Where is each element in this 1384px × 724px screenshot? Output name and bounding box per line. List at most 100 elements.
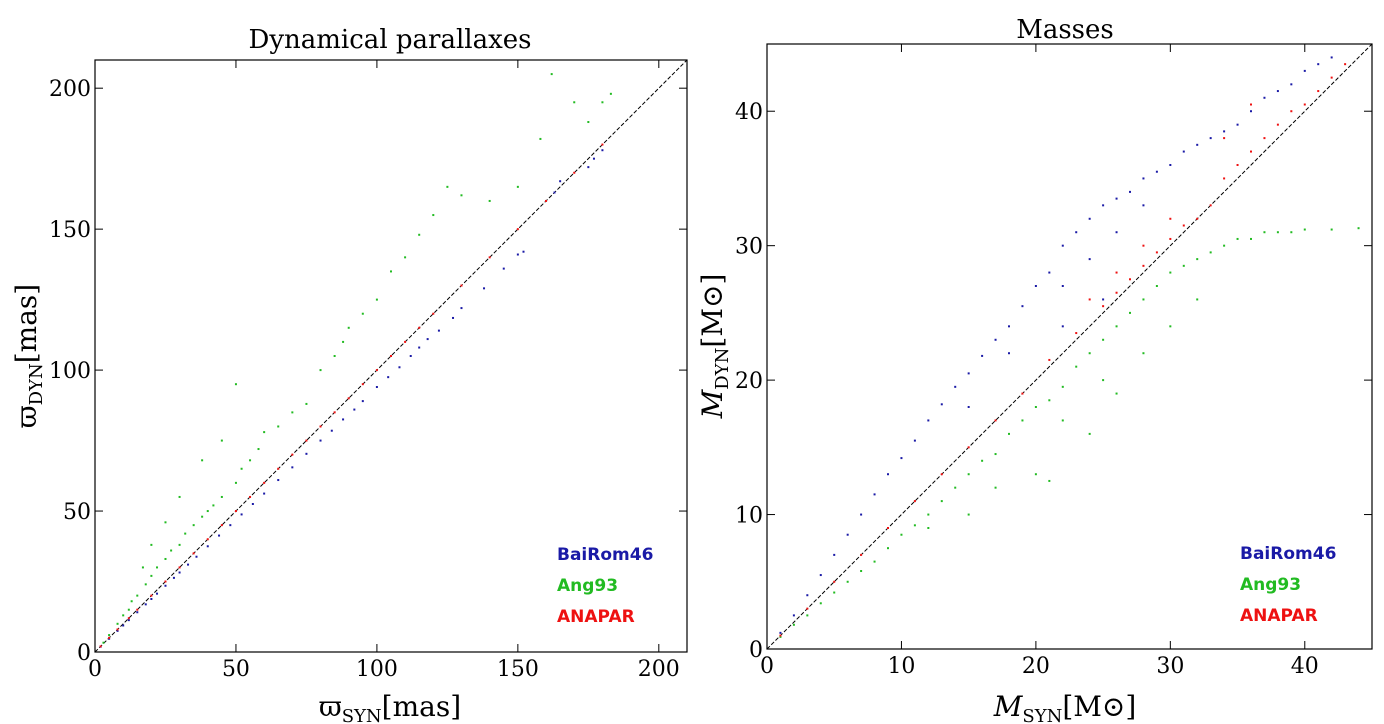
point-ang93 [994, 453, 997, 456]
point-anapar [1142, 264, 1145, 267]
point-ang93 [170, 549, 173, 552]
point-bairom46 [116, 629, 119, 632]
point-anapar [779, 634, 782, 637]
point-bairom46 [460, 307, 463, 310]
point-ang93 [136, 594, 139, 597]
point-bairom46 [1290, 83, 1293, 86]
point-ang93 [833, 591, 836, 594]
point-bairom46 [522, 250, 525, 253]
point-bairom46 [1008, 352, 1010, 355]
point-ang93 [150, 574, 153, 577]
y-axis-symbol: M [696, 388, 729, 419]
point-bairom46 [218, 534, 221, 537]
point-bairom46 [587, 166, 590, 169]
legend: BaiRom46 Ang93 ANAPAR [1240, 544, 1336, 626]
point-ang93 [277, 425, 280, 428]
point-ang93 [141, 566, 144, 569]
point-ang93 [375, 298, 378, 301]
point-bairom46 [1209, 137, 1212, 140]
point-ang93 [488, 199, 491, 202]
point-anapar [249, 495, 252, 498]
point-ang93 [792, 623, 795, 626]
point-bairom46 [1075, 231, 1078, 234]
point-bairom46 [1142, 204, 1145, 207]
point-bairom46 [144, 603, 147, 606]
point-bairom46 [927, 419, 930, 422]
point-anapar [220, 524, 223, 527]
panel-dynamical-parallaxes: Dynamical parallaxes 0 50 100 150 200 0 50 100… [10, 25, 688, 724]
x-tick-label: 10 [887, 654, 915, 679]
plot-frame [94, 59, 688, 653]
point-anapar [1317, 90, 1320, 93]
point-bairom46 [187, 563, 190, 566]
point-anapar [1169, 237, 1172, 240]
point-bairom46 [251, 503, 254, 505]
point-anapar [1169, 217, 1172, 220]
point-ang93 [1303, 228, 1306, 231]
point-bairom46 [1263, 96, 1266, 99]
point-bairom46 [846, 533, 849, 536]
legend-entry-anapar: ANAPAR [557, 607, 635, 627]
point-anapar [206, 538, 209, 541]
point-ang93 [1142, 298, 1145, 301]
point-ang93 [108, 634, 111, 637]
point-bairom46 [305, 452, 308, 455]
legend: BaiRom46 Ang93 ANAPAR [557, 545, 653, 627]
point-anapar [1223, 137, 1226, 140]
point-bairom46 [1223, 130, 1226, 133]
point-anapar [967, 446, 970, 449]
point-anapar [347, 397, 350, 400]
point-bairom46 [1021, 305, 1024, 308]
point-bairom46 [342, 418, 345, 421]
point-anapar [940, 473, 943, 476]
point-ang93 [201, 515, 204, 518]
point-anapar [390, 355, 392, 357]
point-bairom46 [353, 408, 356, 411]
point-ang93 [927, 513, 930, 516]
point-ang93 [1236, 237, 1239, 240]
point-anapar [545, 199, 548, 202]
point-bairom46 [136, 611, 139, 614]
point-bairom46 [601, 149, 604, 152]
x-axis-label: ϖSYN[mas] [319, 690, 461, 724]
point-anapar [1290, 110, 1293, 113]
point-ang93 [1142, 352, 1145, 355]
point-anapar [1263, 137, 1266, 140]
point-ang93 [319, 369, 322, 372]
point-bairom46 [1236, 123, 1239, 126]
point-ang93 [1169, 271, 1172, 274]
point-ang93 [873, 560, 876, 563]
point-ang93 [1182, 264, 1185, 267]
point-ang93 [806, 614, 809, 617]
point-anapar [164, 580, 167, 583]
point-bairom46 [1088, 258, 1091, 261]
y-axis-symbol: ϖ [10, 405, 43, 428]
point-ang93 [573, 101, 576, 104]
point-anapar [178, 566, 181, 569]
point-ang93 [347, 326, 350, 329]
point-bairom46 [900, 457, 903, 460]
point-anapar [150, 594, 153, 597]
x-axis-label: MSYN[M⊙] [993, 690, 1137, 724]
x-tick-label: 200 [638, 657, 680, 682]
point-bairom46 [1115, 231, 1118, 234]
point-anapar [1021, 392, 1024, 395]
point-anapar [319, 425, 322, 428]
chart-title: Dynamical parallaxes [249, 25, 532, 55]
x-tick-label: 150 [497, 657, 539, 682]
x-axis-symbol: M [993, 690, 1024, 723]
point-ang93 [418, 233, 421, 236]
point-bairom46 [792, 614, 795, 617]
point-bairom46 [1142, 177, 1145, 180]
point-bairom46 [1169, 164, 1172, 166]
point-bairom46 [240, 513, 243, 516]
x-axis-subscript: SYN [342, 706, 382, 724]
point-bairom46 [418, 346, 421, 349]
point-ang93 [900, 533, 903, 536]
point-bairom46 [1317, 63, 1320, 66]
point-anapar [516, 228, 519, 231]
point-ang93 [609, 92, 612, 95]
point-ang93 [192, 524, 195, 527]
point-ang93 [342, 340, 345, 343]
point-ang93 [164, 521, 167, 524]
